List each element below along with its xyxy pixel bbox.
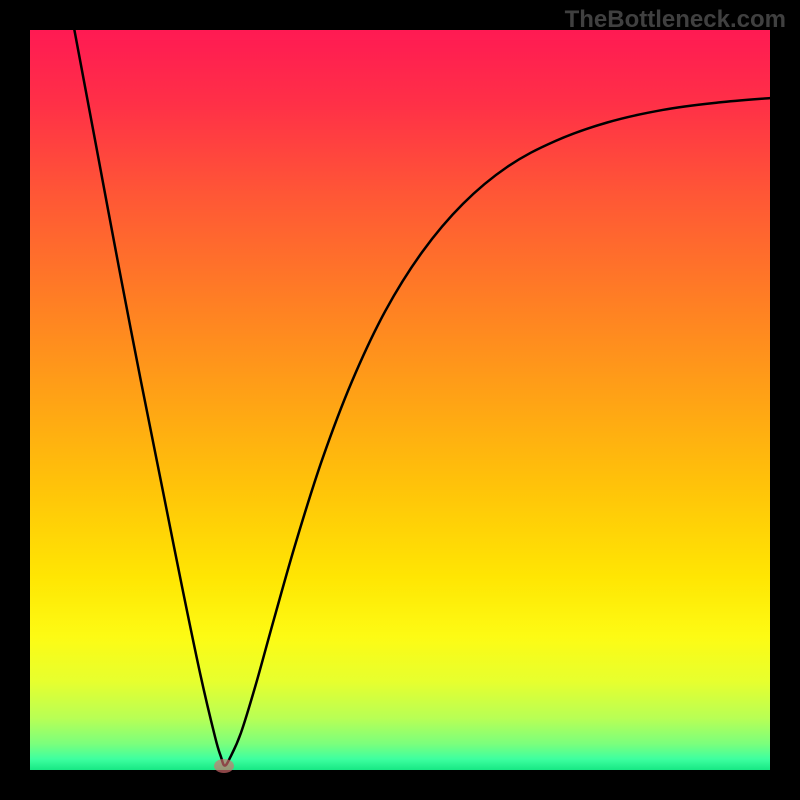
bottleneck-chart xyxy=(0,0,800,800)
plot-background xyxy=(30,30,770,770)
chart-frame: TheBottleneck.com xyxy=(0,0,800,800)
